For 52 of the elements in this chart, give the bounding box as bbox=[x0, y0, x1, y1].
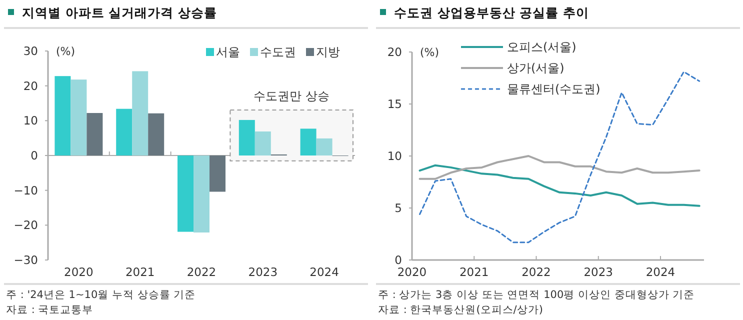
y-tick-label: −30 bbox=[14, 253, 38, 267]
bar bbox=[238, 120, 255, 156]
legend-label: 서울 bbox=[216, 45, 240, 59]
chart-title: 수도권 상업용부동산 공실률 추이 bbox=[394, 5, 590, 20]
text: 주 : 상가는 3층 이상 또는 연면적 100평 이상인 중대형상가 기준 bbox=[378, 289, 695, 301]
band-label: 수도권만 상승 bbox=[254, 88, 330, 103]
bar bbox=[178, 156, 194, 232]
text: 주 : '24년은 1~10월 누적 상승률 기준 bbox=[6, 289, 196, 301]
x-tick-label: 2023 bbox=[248, 265, 278, 279]
bar bbox=[148, 113, 164, 156]
x-tick-label: 2021 bbox=[125, 265, 155, 279]
y-tick-label: 0 bbox=[30, 148, 38, 162]
legend-label: 물류센터(수도권) bbox=[507, 82, 600, 96]
x-tick-label: 2024 bbox=[310, 265, 339, 279]
bar bbox=[132, 71, 148, 156]
y-tick-label: 5 bbox=[394, 201, 402, 215]
bar bbox=[194, 156, 210, 232]
bar bbox=[116, 108, 132, 156]
chart-title: 지역별 아파트 실거래가격 상승률 bbox=[22, 5, 218, 20]
bar bbox=[210, 156, 226, 192]
bar bbox=[316, 138, 332, 156]
legend-label: 지방 bbox=[316, 45, 340, 59]
y-axis-title: (%) bbox=[56, 45, 76, 58]
x-tick-label: 2022 bbox=[522, 265, 551, 279]
bar bbox=[86, 113, 103, 156]
legend-label: 수도권 bbox=[260, 45, 296, 59]
bar bbox=[54, 76, 71, 156]
x-tick-label: 2024 bbox=[646, 265, 676, 279]
y-tick-label: 0 bbox=[394, 253, 402, 267]
bar bbox=[70, 80, 87, 156]
text: 자료 : 한국부동산원(오피스/상가) bbox=[378, 304, 543, 316]
y-tick-label: −20 bbox=[14, 218, 38, 232]
text: 자료 : 국토교통부 bbox=[6, 304, 94, 316]
y-tick-label: 30 bbox=[23, 44, 38, 58]
legend-label: 상가(서울) bbox=[507, 61, 564, 75]
x-tick-label: 2021 bbox=[459, 265, 489, 279]
x-tick-label: 2020 bbox=[397, 265, 427, 279]
line-series bbox=[418, 164, 700, 207]
x-tick-label: 2022 bbox=[186, 265, 216, 279]
y-tick-label: 20 bbox=[387, 45, 402, 59]
y-tick-label: 10 bbox=[23, 114, 38, 128]
x-tick-label: 2020 bbox=[64, 265, 94, 279]
legend-label: 오피스(서울) bbox=[507, 40, 576, 54]
line-series bbox=[418, 155, 700, 180]
y-axis-title: (%) bbox=[420, 46, 440, 59]
y-tick-label: 20 bbox=[23, 78, 38, 93]
x-tick-label: 2023 bbox=[584, 265, 614, 279]
bar bbox=[300, 128, 316, 156]
bar bbox=[254, 131, 271, 156]
y-tick-label: 15 bbox=[387, 97, 402, 111]
y-tick-label: −10 bbox=[14, 183, 38, 198]
y-tick-label: 10 bbox=[387, 149, 402, 163]
